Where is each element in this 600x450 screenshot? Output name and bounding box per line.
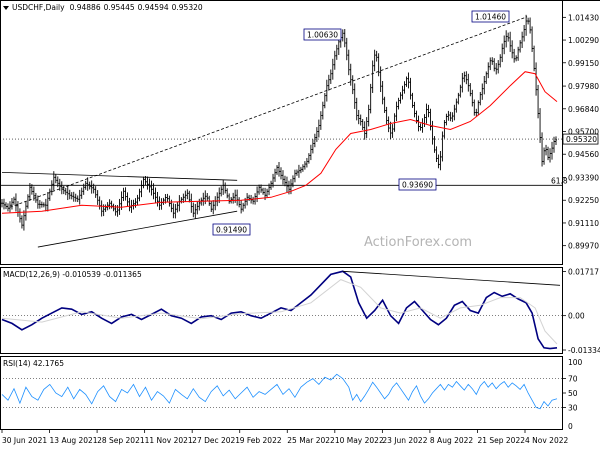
annotation-low-0-93690: 0.93690 [398,178,437,191]
macd-divergence-trendline [342,270,561,286]
price-tick-label: 0.92250 [568,196,599,205]
annotation-box [303,28,342,41]
rsi-pane-frame [0,356,563,430]
date-label: 21 Sep 2022 [477,436,525,445]
macd-title: MACD(12,26,9) -0.010539 -0.011365 [3,270,142,279]
annotation-box [212,223,251,236]
triangle-upper-trendline [1,171,238,181]
macd-tick-label: 0.00 [568,312,585,321]
rsi-tick-label: 0 [568,422,573,431]
chart-title: USDCHF,Daily 0.94886 0.95445 0.94594 0.95320 [12,3,203,12]
macd-tick-label: -0.01334 [568,346,600,355]
date-label: 11 Nov 2021 [145,436,193,445]
dropdown-arrow-icon[interactable] [3,6,9,10]
date-label: 4 Nov 2022 [525,436,568,445]
price-tick-label: 0.89970 [568,242,599,251]
rsi-tick-label: 70 [568,375,578,384]
fib-label: 61.8 [551,176,568,185]
price-bars [1,14,558,231]
date-label: 9 Feb 2022 [240,436,282,445]
rsi-line [1,373,558,410]
annotation-box [471,10,510,23]
date-label: 30 Jun 2021 [2,436,47,445]
macd-pane-frame [0,267,563,354]
date-label: 13 Aug 2021 [50,436,98,445]
price-tick-label: 0.94560 [568,150,599,159]
rsi-tick-label: 100 [568,358,583,367]
current-price-label: 0.95320 [566,135,597,144]
price-tick-label: 0.96840 [568,105,599,114]
date-label: 25 Mar 2022 [287,436,335,445]
ohlc-open: 0.94886 [70,3,101,12]
macd-line [1,270,558,350]
annotation-label: 0.93690 [402,181,433,190]
annotation-label: 0.91490 [216,226,247,235]
price-tick-label: 0.97980 [568,82,599,91]
annotation-label: 1.00630 [307,31,338,40]
rsi-title: RSI(14) 42.1765 [3,359,64,368]
moving-average-line [1,71,558,214]
macd-layer [0,270,562,350]
price-tick-label: 0.93390 [568,174,599,183]
annotation-box [398,178,437,191]
date-label: 8 Aug 2022 [430,436,473,445]
long-term-trendline [9,16,528,208]
date-label: 10 May 2022 [335,436,384,445]
date-label: 28 Sep 2021 [97,436,145,445]
date-label: 23 Jun 2022 [382,436,427,445]
rsi-layer [0,373,562,410]
axis-layer: 1.01430 1.00290 0.99150 0.97980 0.96840 0.957… [1,13,600,445]
price-layer: 61.8 1.00630 1.01460 0.93690 0.91490 [0,10,568,248]
price-tick-label: 0.95700 [568,128,599,137]
macd-tick-label: 0.01717 [568,267,599,276]
price-tick-label: 1.00290 [568,36,599,45]
date-label: 27 Dec 2021 [192,436,240,445]
triangle-lower-trendline [37,210,238,248]
price-tick-label: 1.01430 [568,13,599,22]
current-price-tag: 0.95320 [562,133,599,145]
symbol-label: USDCHF,Daily [12,3,65,12]
ohlc-close: 0.95320 [172,3,203,12]
annotation-low-0-91490: 0.91490 [212,223,251,236]
current-price-box [562,133,599,145]
annotation-label: 1.01460 [475,13,506,22]
ohlc-high: 0.95445 [104,3,135,12]
annotation-high-1-00630: 1.00630 [303,28,342,41]
ohlc-low: 0.94594 [138,3,169,12]
annotation-high-1-01460: 1.01460 [471,10,510,23]
price-tick-label: 0.91110 [568,219,599,228]
rsi-tick-label: 50 [568,389,578,398]
price-tick-label: 0.99150 [568,59,599,68]
watermark: ActionForex.com [364,235,472,250]
frames [0,0,600,430]
macd-signal-line [1,279,558,345]
price-pane-frame [0,0,563,265]
rsi-tick-label: 30 [568,403,578,412]
